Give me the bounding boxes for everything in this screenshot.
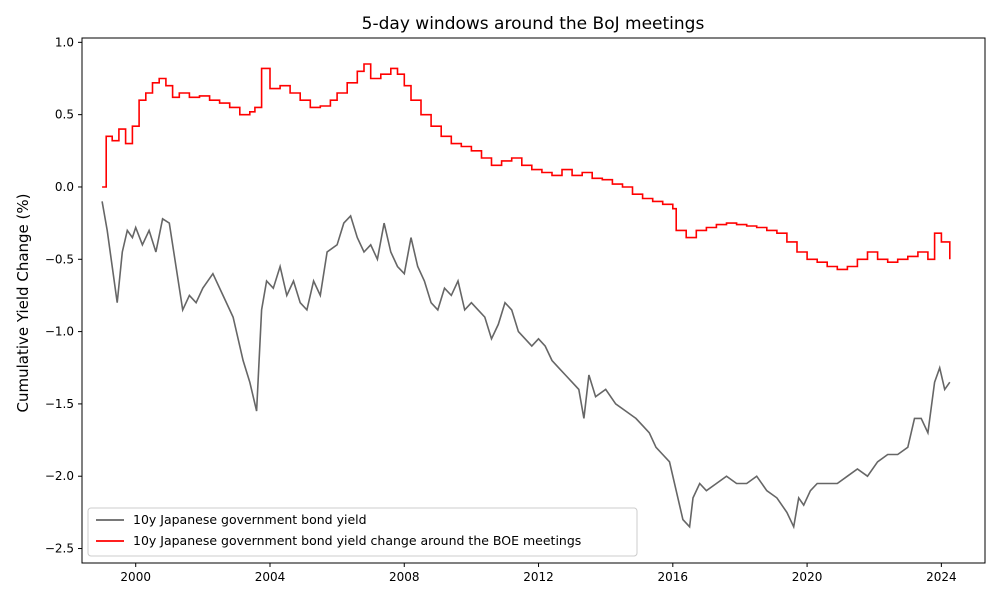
series-line-jgb-yield: [101, 201, 951, 530]
chart-title: 5-day windows around the BoJ meetings: [362, 14, 705, 34]
x-tick-label: 2024: [926, 570, 957, 584]
plot-area: 2000 2004 2008 2012 2016 2020 2024 1.0 0.5 0.0 −0…: [45, 35, 986, 584]
y-axis-label: Cumulative Yield Change (%): [14, 193, 32, 412]
y-tick-label: −1.5: [45, 397, 74, 411]
y-tick-label: −0.5: [45, 252, 74, 266]
x-tick-label: 2012: [523, 570, 554, 584]
plot-frame: [81, 37, 986, 564]
y-axis: 1.0 0.5 0.0 −0.5 −1.0 −1.5 −2.0 −2.5: [45, 35, 82, 556]
x-tick-label: 2016: [658, 570, 689, 584]
legend-frame: [87, 507, 638, 557]
x-tick-label: 2000: [120, 570, 151, 584]
x-axis: 2000 2004 2008 2012 2016 2020 2024: [120, 563, 957, 584]
legend-label-jgb-yield: 10y Japanese government bond yield: [133, 512, 367, 527]
x-tick-label: 2008: [389, 570, 420, 584]
series-line-boe-window: [102, 63, 951, 271]
x-tick-label: 2004: [255, 570, 286, 584]
x-tick-label: 2020: [792, 570, 823, 584]
legend: 10y Japanese government bond yield 10y J…: [87, 507, 638, 557]
y-tick-label: 1.0: [55, 35, 74, 49]
series-layer: [101, 63, 951, 530]
y-tick-label: −2.0: [45, 469, 74, 483]
y-tick-label: −2.5: [45, 542, 74, 556]
y-tick-label: −1.0: [45, 325, 74, 339]
y-tick-label: 0.0: [55, 180, 74, 194]
y-tick-label: 0.5: [55, 108, 74, 122]
legend-label-boe-window: 10y Japanese government bond yield chang…: [133, 533, 581, 548]
